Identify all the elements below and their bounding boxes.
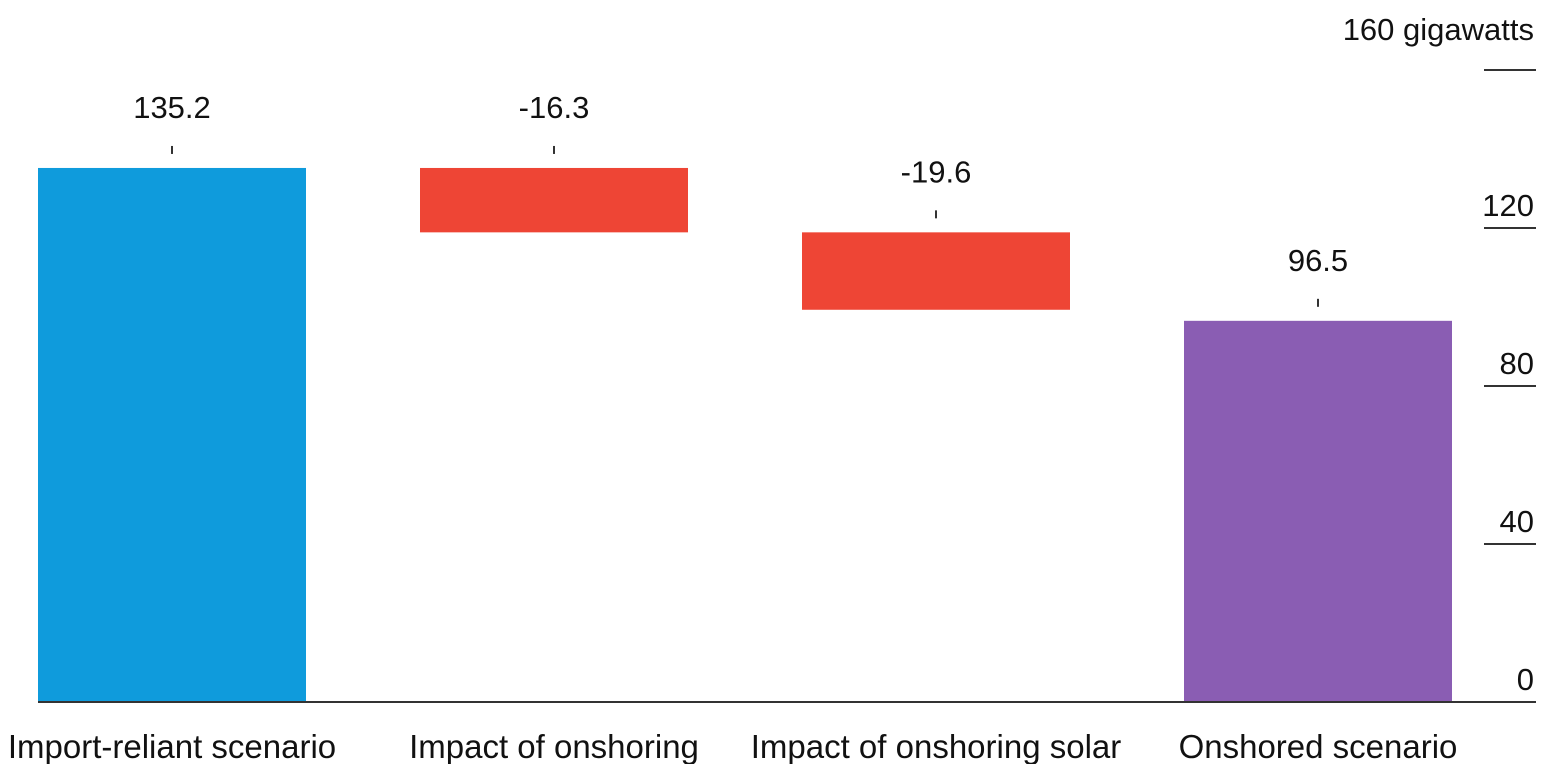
category-labels: Import-reliant scenario Impact of onshori… [8, 728, 1458, 764]
value-labels: 135.2 -16.3 -19.6 96.5 [133, 90, 1348, 278]
bars-layer [38, 167, 1452, 702]
y-tick-label-80: 80 [1500, 346, 1534, 381]
bar-4 [1184, 320, 1452, 702]
y-tick-label-0: 0 [1517, 662, 1534, 697]
y-tick-label-120: 120 [1482, 188, 1534, 223]
y-axis: 0 40 80 120 [1482, 69, 1536, 697]
bar-1 [38, 167, 306, 702]
y-axis-unit-label: 160 gigawatts [1343, 12, 1534, 47]
value-label-leaders [171, 145, 1319, 307]
category-label-3: Impact of onshoring solar [751, 728, 1122, 764]
value-label-1: 135.2 [133, 90, 211, 125]
category-label-2: Impact of onshoring [409, 728, 699, 764]
bar-3 [802, 232, 1070, 310]
category-label-1: Import-reliant scenario [8, 728, 336, 764]
bar-2 [420, 167, 688, 233]
category-label-4: Onshored scenario [1179, 728, 1458, 764]
value-label-2: -16.3 [519, 90, 590, 125]
value-label-3: -19.6 [901, 154, 972, 189]
value-label-4: 96.5 [1288, 243, 1348, 278]
y-tick-label-40: 40 [1500, 504, 1534, 539]
